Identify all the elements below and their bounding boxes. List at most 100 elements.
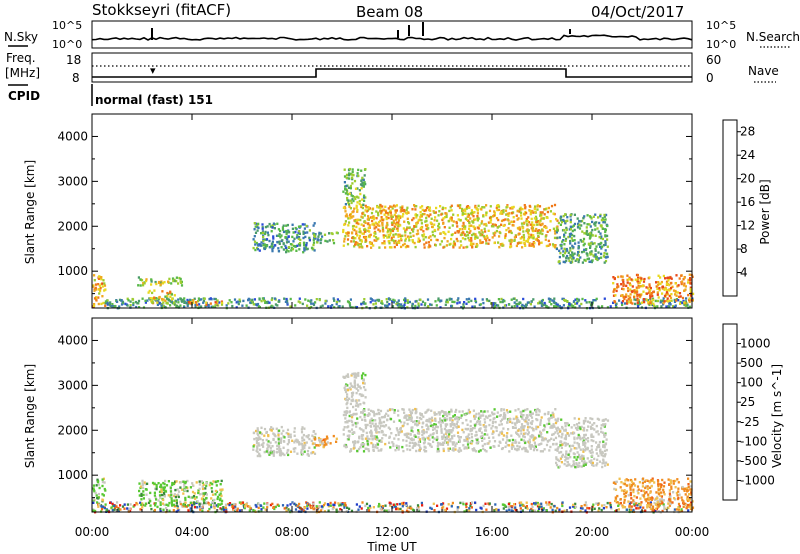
data-cell — [532, 237, 535, 240]
data-cell — [567, 251, 570, 254]
data-cell — [283, 453, 286, 457]
data-cell — [393, 409, 396, 412]
data-cell — [411, 408, 414, 412]
freq-left-label-2: [MHz] — [5, 66, 40, 80]
data-cell — [248, 509, 251, 512]
data-cell — [95, 484, 98, 487]
data-cell — [255, 241, 258, 245]
data-cell — [547, 239, 550, 243]
data-cell — [441, 421, 444, 424]
data-cell — [211, 490, 214, 493]
data-cell — [421, 234, 424, 237]
data-cell — [564, 299, 567, 302]
data-cell — [377, 228, 380, 231]
data-cell — [195, 481, 198, 484]
data-cell — [518, 445, 521, 448]
data-cell — [367, 207, 371, 211]
data-cell — [161, 290, 164, 293]
data-cell — [363, 302, 366, 305]
data-cell — [535, 410, 538, 414]
data-cell — [282, 446, 285, 449]
data-cell — [410, 412, 413, 415]
data-cell — [525, 223, 529, 226]
data-cell — [689, 279, 692, 282]
data-cell — [649, 286, 652, 290]
data-cell — [368, 437, 371, 441]
data-cell — [263, 247, 266, 251]
data-cell — [312, 238, 315, 242]
data-cell — [286, 299, 289, 302]
data-cell — [285, 241, 289, 244]
data-cell — [525, 416, 528, 420]
data-cell — [263, 450, 266, 454]
data-cell — [657, 510, 660, 513]
data-cell — [600, 252, 603, 256]
data-cell — [639, 284, 642, 288]
data-cell — [211, 500, 214, 504]
data-cell — [271, 445, 274, 448]
data-cell — [391, 408, 394, 411]
data-cell — [476, 208, 479, 212]
data-cell — [405, 208, 408, 212]
data-cell — [269, 428, 272, 431]
data-cell — [449, 440, 452, 443]
data-cell — [373, 216, 376, 219]
data-cell — [600, 256, 603, 259]
data-cell — [524, 432, 527, 435]
data-cell — [458, 301, 461, 304]
data-cell — [567, 304, 570, 307]
data-cell — [473, 415, 476, 418]
data-cell — [452, 213, 455, 216]
data-cell — [481, 411, 485, 414]
data-cell — [497, 218, 500, 222]
data-cell — [543, 425, 547, 429]
data-cell — [154, 502, 157, 505]
data-cell — [449, 423, 452, 426]
data-cell — [506, 204, 509, 207]
data-cell — [690, 294, 693, 298]
data-cell — [351, 232, 354, 235]
data-cell — [297, 225, 301, 228]
data-cell — [661, 299, 665, 302]
data-cell — [167, 494, 170, 497]
data-cell — [550, 414, 553, 417]
data-cell — [308, 437, 311, 441]
data-cell — [550, 437, 553, 440]
data-cell — [360, 169, 363, 172]
data-cell — [639, 506, 642, 509]
data-cell — [664, 293, 667, 296]
data-cell — [548, 243, 551, 246]
data-cell — [355, 221, 358, 225]
data-cell — [433, 211, 436, 214]
data-cell — [197, 300, 200, 303]
data-cell — [217, 503, 220, 506]
data-cell — [284, 300, 287, 303]
data-cell — [571, 305, 574, 308]
data-cell — [425, 206, 429, 210]
data-cell — [201, 509, 204, 512]
data-cell — [425, 216, 428, 220]
data-cell — [126, 304, 129, 307]
data-cell — [361, 216, 364, 219]
data-cell — [306, 304, 309, 307]
data-cell — [354, 408, 357, 411]
data-cell — [151, 297, 154, 300]
data-cell — [518, 428, 521, 431]
data-cell — [514, 447, 517, 451]
data-cell — [275, 451, 279, 454]
data-cell — [299, 238, 302, 242]
data-cell — [479, 303, 482, 306]
data-cell — [604, 230, 607, 234]
data-cell — [525, 414, 528, 417]
data-cell — [474, 299, 477, 302]
data-cell — [519, 211, 523, 214]
data-cell — [153, 508, 156, 512]
data-cell — [484, 429, 487, 432]
data-cell — [458, 228, 461, 231]
data-cell — [282, 242, 285, 246]
data-cell — [318, 231, 321, 235]
data-cell — [677, 284, 680, 287]
data-cell — [403, 242, 406, 246]
data-cell — [474, 434, 477, 437]
